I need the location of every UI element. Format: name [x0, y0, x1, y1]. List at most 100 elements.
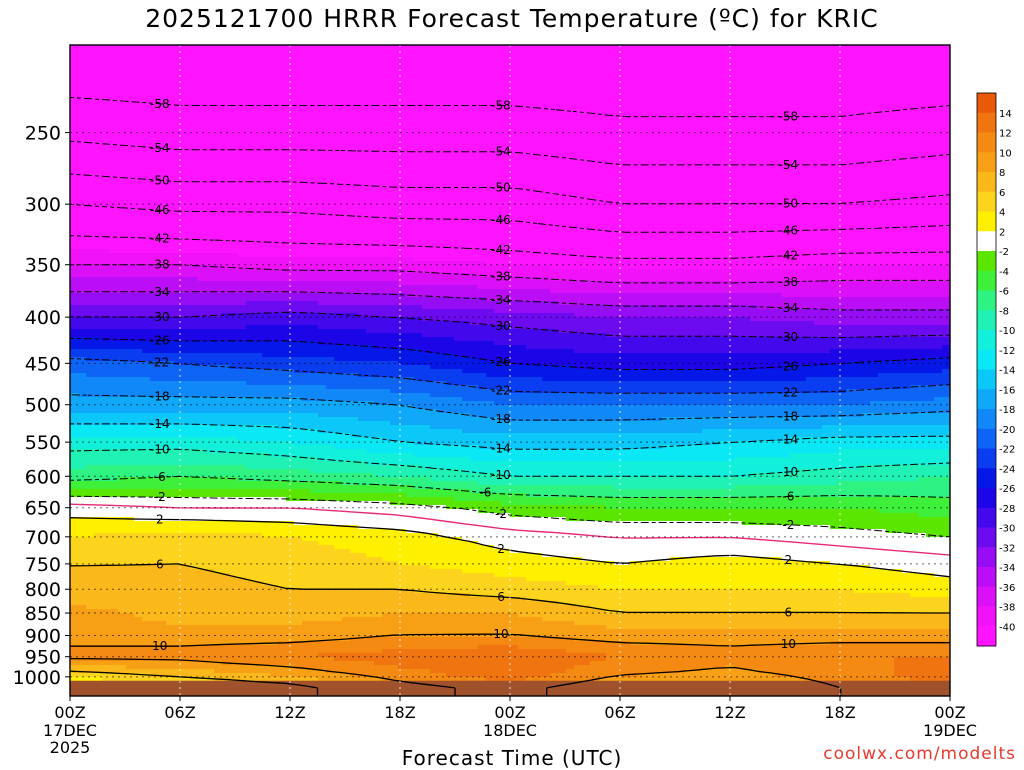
field-cell: [94, 293, 103, 298]
field-cell: [190, 557, 199, 562]
field-cell: [78, 457, 87, 462]
field-cell: [278, 345, 287, 350]
field-cell: [166, 385, 175, 390]
field-cell: [206, 61, 215, 66]
field-cell: [142, 273, 151, 278]
field-cell: [70, 285, 79, 290]
field-cell: [110, 633, 119, 638]
field-cell: [134, 673, 143, 678]
field-cell: [310, 149, 319, 154]
field-cell: [118, 69, 127, 74]
field-cell: [94, 401, 103, 406]
field-cell: [78, 425, 87, 430]
field-cell: [70, 461, 79, 466]
field-cell: [214, 113, 223, 118]
field-cell: [222, 353, 231, 358]
field-cell: [230, 293, 239, 298]
field-cell: [166, 561, 175, 566]
field-cell: [222, 589, 231, 594]
field-cell: [126, 117, 135, 122]
field-cell: [94, 481, 103, 486]
field-cell: [246, 577, 255, 582]
field-cell: [214, 537, 223, 542]
field-cell: [182, 277, 191, 282]
field-cell: [286, 245, 295, 250]
field-cell: [78, 369, 87, 374]
field-cell: [94, 261, 103, 266]
field-cell: [206, 585, 215, 590]
field-cell: [214, 129, 223, 134]
field-cell: [182, 401, 191, 406]
field-cell: [198, 581, 207, 586]
field-cell: [190, 549, 199, 554]
field-cell: [302, 185, 311, 190]
field-cell: [254, 561, 263, 566]
field-cell: [150, 233, 159, 238]
field-cell: [246, 581, 255, 586]
field-cell: [142, 597, 151, 602]
field-cell: [206, 493, 215, 498]
field-cell: [118, 609, 127, 614]
field-cell: [278, 229, 287, 234]
field-cell: [286, 209, 295, 214]
field-cell: [94, 73, 103, 78]
field-cell: [270, 113, 279, 118]
field-cell: [86, 129, 95, 134]
field-cell: [270, 177, 279, 182]
field-cell: [182, 605, 191, 610]
field-cell: [110, 277, 119, 282]
field-cell: [174, 229, 183, 234]
field-cell: [214, 513, 223, 518]
field-cell: [310, 105, 319, 110]
field-cell: [222, 657, 231, 662]
field-cell: [102, 265, 111, 270]
field-cell: [206, 129, 215, 134]
field-cell: [94, 437, 103, 442]
field-cell: [158, 221, 167, 226]
field-cell: [126, 89, 135, 94]
field-cell: [158, 173, 167, 178]
field-cell: [70, 345, 79, 350]
field-cell: [262, 649, 271, 654]
field-cell: [246, 665, 255, 670]
field-cell: [294, 45, 303, 50]
field-cell: [278, 633, 287, 638]
field-cell: [102, 297, 111, 302]
field-cell: [190, 677, 199, 682]
field-cell: [198, 573, 207, 578]
field-cell: [222, 561, 231, 566]
field-cell: [150, 557, 159, 562]
field-cell: [286, 453, 295, 458]
field-cell: [118, 93, 127, 98]
field-cell: [118, 117, 127, 122]
field-cell: [286, 533, 295, 538]
field-cell: [94, 193, 103, 198]
field-cell: [142, 53, 151, 58]
field-cell: [238, 117, 247, 122]
field-cell: [142, 237, 151, 242]
field-cell: [294, 389, 303, 394]
field-cell: [190, 297, 199, 302]
field-cell: [190, 409, 199, 414]
field-cell: [222, 553, 231, 558]
field-cell: [270, 437, 279, 442]
field-cell: [206, 309, 215, 314]
field-cell: [214, 137, 223, 142]
field-cell: [102, 669, 111, 674]
field-cell: [118, 661, 127, 666]
field-cell: [110, 429, 119, 434]
field-cell: [190, 657, 199, 662]
field-cell: [118, 477, 127, 482]
field-cell: [238, 609, 247, 614]
field-cell: [126, 501, 135, 506]
field-cell: [110, 69, 119, 74]
field-cell: [102, 649, 111, 654]
field-cell: [230, 441, 239, 446]
field-cell: [70, 593, 79, 598]
field-cell: [238, 393, 247, 398]
field-cell: [190, 89, 199, 94]
field-cell: [278, 81, 287, 86]
field-cell: [214, 229, 223, 234]
field-cell: [166, 129, 175, 134]
field-cell: [310, 469, 319, 474]
